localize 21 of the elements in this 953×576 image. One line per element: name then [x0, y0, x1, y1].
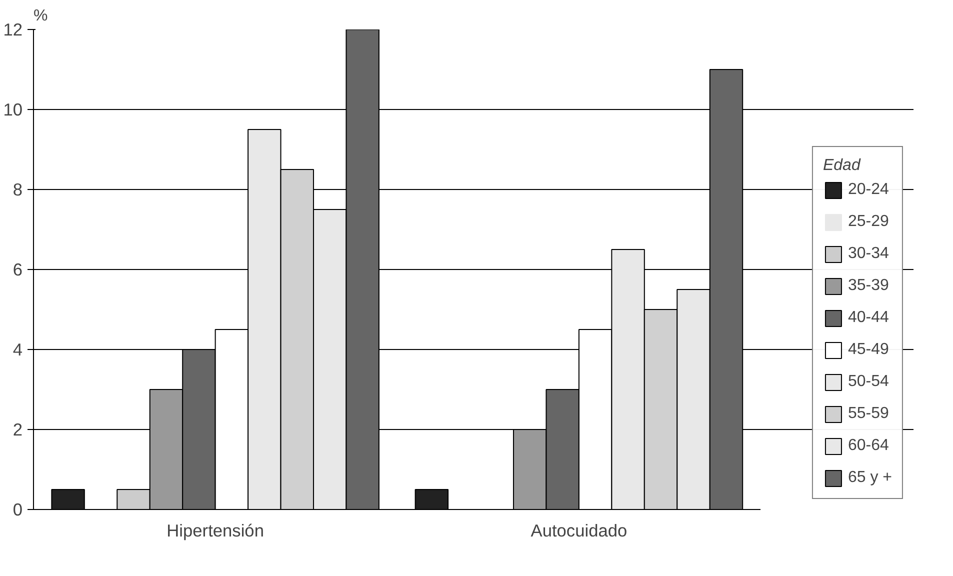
- y-tick-label: 6: [12, 260, 23, 280]
- y-tick-label: 8: [12, 180, 23, 200]
- y-tick-label: 2: [12, 420, 23, 440]
- y-axis-title: %: [34, 8, 48, 24]
- legend-label: 30-34: [848, 245, 889, 263]
- legend-label: 35-39: [848, 277, 889, 295]
- legend-label: 50-54: [848, 373, 889, 391]
- legend-label: 45-49: [848, 341, 889, 359]
- legend-label: 60-64: [848, 437, 889, 455]
- legend-label: 55-59: [848, 405, 889, 423]
- y-tick-label: 10: [3, 100, 23, 120]
- legend-label: 40-44: [848, 309, 889, 327]
- y-tick-label: 4: [12, 340, 23, 360]
- x-tick-label: Autocuidado: [530, 520, 628, 540]
- legend-label: 25-29: [848, 213, 889, 231]
- y-tick-label: 12: [3, 20, 23, 40]
- y-tick-label: 0: [12, 500, 23, 520]
- legend-title: Edad: [822, 157, 862, 175]
- legend-label: 65 y +: [848, 469, 892, 487]
- x-tick-label: Hipertensión: [166, 520, 264, 540]
- legend-label: 20-24: [848, 181, 889, 199]
